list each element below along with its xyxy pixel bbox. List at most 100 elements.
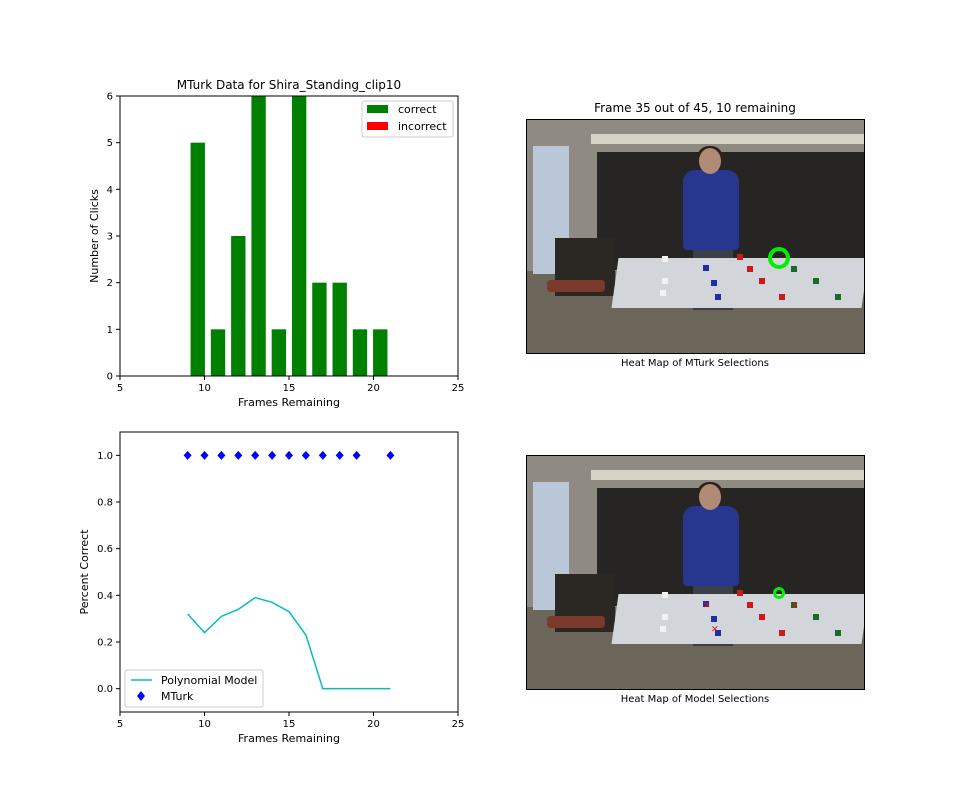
mturk-point — [335, 450, 344, 460]
photo-person-body — [683, 506, 739, 586]
legend-label-polynomial-model: Polynomial Model — [161, 674, 257, 687]
photo-block-red — [737, 590, 743, 596]
line-x-tick-label: 10 — [198, 719, 211, 730]
line-marks — [183, 450, 395, 690]
bar-x-tick-label: 15 — [283, 383, 296, 394]
line-x-label: Frames Remaining — [238, 732, 340, 745]
photo-block-green — [791, 602, 797, 608]
photo-person-head — [699, 484, 721, 510]
photo-block-blue — [711, 616, 717, 622]
model-selection-marker: ✕ — [791, 601, 799, 611]
bar-chart-frame — [119, 95, 459, 377]
photo-block-blue — [715, 630, 721, 636]
bar-correct — [373, 329, 388, 376]
bar-correct — [312, 282, 327, 376]
bar-chart: MTurk Data for Shira_Standing_clip10 5 10… — [88, 78, 464, 409]
bar-y-label: Number of Clicks — [88, 189, 101, 283]
bar-y-tick-label: 5 — [107, 138, 113, 149]
bar-y-tick-label: 0 — [107, 372, 113, 383]
mturk-point — [251, 450, 260, 460]
bar-correct — [210, 329, 226, 376]
mturk-point — [318, 450, 327, 460]
photo-table — [611, 594, 864, 644]
photo-block-blue — [711, 280, 717, 286]
photo-block-red — [747, 266, 753, 272]
photo-shelf — [591, 470, 864, 480]
bar-correct — [332, 282, 347, 376]
line-y-axis: 0.0 0.2 0.4 0.6 0.8 1.0 — [97, 451, 120, 695]
legend-label-mturk: MTurk — [161, 690, 194, 703]
photo-block-green — [813, 614, 819, 620]
line-x-tick-label: 5 — [117, 719, 123, 730]
photo-block-white — [662, 592, 668, 598]
bottom-image-caption: Heat Map of Model Selections — [621, 694, 770, 705]
photo-block-red — [759, 278, 765, 284]
bar-x-tick-label: 5 — [117, 383, 123, 394]
top-image-title: Frame 35 out of 45, 10 remaining — [594, 101, 796, 115]
photo-block-green — [835, 630, 841, 636]
mturk-point — [352, 450, 361, 460]
mturk-point — [285, 450, 293, 460]
bar-correct — [231, 236, 246, 376]
legend-swatch-incorrect — [367, 122, 388, 130]
bar-legend: correct incorrect — [361, 100, 454, 138]
photo-chair-seat — [547, 280, 605, 292]
photo-block-white — [660, 626, 666, 632]
photo-person-body — [683, 170, 739, 250]
model-heatmap-photo: ✕ ✕ ✕ ✕ — [526, 455, 865, 690]
line-y-tick-label: 1.0 — [97, 451, 113, 462]
mturk-point — [200, 450, 209, 460]
bar-y-tick-label: 3 — [107, 232, 113, 243]
mturk-point — [301, 450, 310, 460]
line-y-label: Percent Correct — [78, 529, 91, 615]
bar-correct — [352, 329, 368, 376]
bar-y-tick-label: 1 — [107, 325, 113, 336]
line-y-tick-label: 0.0 — [97, 684, 113, 695]
bar-marks — [190, 96, 388, 376]
photo-block-white — [662, 256, 668, 262]
bar-x-label: Frames Remaining — [238, 396, 340, 409]
line-y-tick-label: 0.6 — [97, 544, 113, 555]
photo-block-blue — [703, 601, 709, 607]
bar-y-tick-label: 6 — [107, 92, 113, 103]
model-selection-marker: ✕ — [711, 625, 719, 635]
bar-y-tick-label: 4 — [107, 185, 113, 196]
model-selection-marker: ✕ — [703, 601, 711, 611]
line-x-tick-label: 20 — [367, 719, 380, 730]
bar-correct — [251, 96, 266, 376]
line-x-tick-label: 15 — [283, 719, 296, 730]
bar-x-axis: 5 10 15 20 25 — [117, 376, 465, 394]
bar-x-tick-label: 10 — [198, 383, 211, 394]
photo-block-red — [759, 614, 765, 620]
legend-label-correct: correct — [398, 103, 437, 116]
bar-correct — [271, 329, 287, 376]
line-x-tick-label: 25 — [452, 719, 465, 730]
photo-block-green — [813, 278, 819, 284]
photo-block-blue — [715, 294, 721, 300]
mturk-point — [217, 450, 226, 460]
mturk-point — [268, 450, 277, 460]
legend-swatch-mturk — [137, 691, 145, 701]
line-y-tick-label: 0.2 — [97, 638, 113, 649]
photo-block-white — [662, 278, 668, 284]
photo-block-red — [737, 254, 743, 260]
bar-y-tick-label: 2 — [107, 278, 113, 289]
top-image-caption: Heat Map of MTurk Selections — [621, 358, 769, 369]
legend-swatch-correct — [367, 105, 388, 113]
mturk-point — [234, 450, 243, 460]
bar-x-tick-label: 25 — [452, 383, 465, 394]
bar-y-axis: 0 1 2 3 4 5 6 — [107, 92, 120, 383]
photo-block-green — [835, 294, 841, 300]
polynomial-model-line — [187, 596, 391, 690]
model-selection-marker: ✕ — [759, 613, 767, 623]
mturk-point — [386, 450, 395, 460]
photo-block-white — [662, 614, 668, 620]
photo-table — [611, 258, 864, 308]
photo-block-red — [747, 602, 753, 608]
photo-block-red — [779, 630, 785, 636]
photo-chair-seat — [547, 616, 605, 628]
legend-label-incorrect: incorrect — [398, 120, 447, 133]
line-y-tick-label: 0.4 — [97, 591, 113, 602]
mturk-point — [183, 450, 192, 460]
